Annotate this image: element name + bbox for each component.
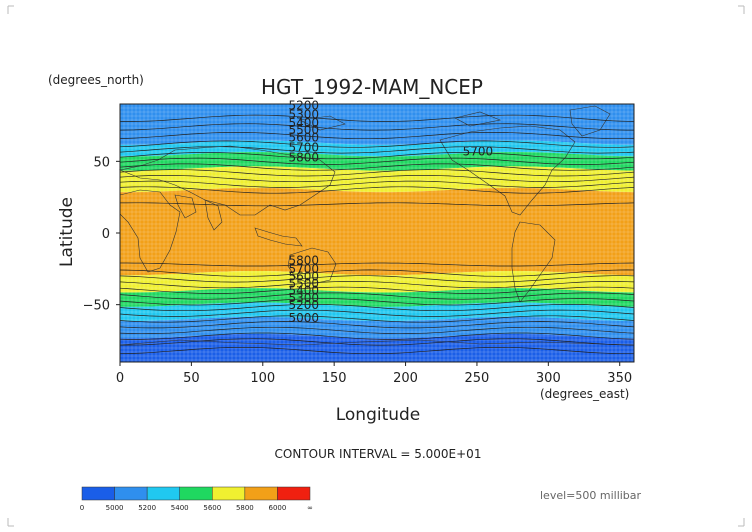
x-tick-label: 250	[465, 371, 490, 386]
x-ticks: 0 50 100 150 200 250 300 350	[116, 362, 632, 386]
contour-label: 5600	[288, 130, 319, 144]
y-tick-label: 50	[93, 155, 110, 170]
contour-label: 5800	[288, 254, 319, 268]
color-legend: 0 5000 5200 5400 5600 5800 6000 ∞	[80, 486, 313, 512]
coastlines	[118, 105, 635, 346]
contour-interval-text: CONTOUR INTERVAL = 5.000E+01	[275, 447, 482, 461]
legend-swatch	[179, 486, 213, 501]
contour-line	[119, 163, 635, 171]
contour-line	[119, 169, 635, 177]
x-tick-label: 300	[536, 371, 561, 386]
contour-line	[119, 157, 635, 165]
x-tick-label: 200	[393, 371, 418, 386]
contour-line	[119, 275, 635, 283]
contour-line	[119, 286, 635, 294]
height-band	[120, 334, 634, 362]
contour-label: 5300	[288, 291, 319, 305]
contour-label: 5000	[288, 311, 319, 325]
contour-label: 5300	[288, 107, 319, 121]
legend-label: 5200	[138, 504, 156, 512]
contour-line	[119, 332, 635, 340]
contour-label: 5200	[288, 298, 319, 312]
contour-line	[119, 180, 635, 188]
legend-swatch	[146, 486, 180, 501]
legend-swatch	[212, 486, 246, 501]
y-tick-label: 0	[102, 227, 110, 242]
x-tick-label: 150	[322, 371, 347, 386]
contour-label: 5200	[288, 99, 319, 113]
contour-label: 5700	[463, 145, 494, 159]
contour-line	[119, 269, 635, 277]
y-ticks: 50 0 −50	[83, 155, 120, 314]
legend-label: 5600	[203, 504, 221, 512]
height-band	[120, 152, 634, 171]
contour-line	[120, 202, 635, 207]
height-band	[120, 104, 634, 145]
contour-line	[119, 346, 634, 355]
contour-label: 5400	[288, 284, 319, 298]
x-tick-label: 50	[183, 371, 200, 386]
contour-label: 5700	[288, 262, 319, 276]
contour-line	[119, 186, 635, 194]
y-tick-label: −50	[83, 299, 110, 314]
x-tick-label: 350	[607, 371, 632, 386]
contour-line	[120, 114, 635, 122]
level-text: level=500 millibar	[540, 489, 642, 502]
legend-label: 5400	[171, 504, 189, 512]
legend-label: ∞	[307, 504, 313, 512]
contour-line	[119, 174, 635, 183]
height-bands	[120, 104, 634, 362]
contour-line	[119, 309, 635, 317]
contour-line	[119, 281, 635, 289]
plot-title: HGT_1992-MAM_NCEP	[261, 75, 483, 99]
legend-swatch	[81, 486, 115, 501]
contour-label: 5500	[288, 123, 319, 137]
y-axis-label: Latitude	[57, 197, 77, 267]
contour-line	[119, 146, 635, 154]
contour-label: 5800	[288, 150, 319, 164]
contour-line	[120, 262, 635, 267]
legend-swatch	[244, 486, 278, 501]
contour-line	[119, 315, 635, 323]
contour-line	[120, 338, 635, 346]
contour-label: 5400	[288, 116, 319, 130]
x-units-label: (degrees_east)	[540, 387, 629, 401]
legend-swatch	[114, 486, 148, 501]
contour-line	[119, 298, 635, 306]
y-units-label: (degrees_north)	[48, 73, 144, 87]
x-tick-label: 0	[116, 371, 124, 386]
height-band	[120, 140, 634, 157]
contour-line	[119, 131, 635, 140]
height-band	[120, 187, 634, 276]
legend-label: 5800	[236, 504, 254, 512]
contour-lines	[119, 114, 635, 355]
contour-label: 5700	[288, 140, 319, 154]
x-axis-label: Longitude	[336, 405, 421, 425]
x-tick-label: 100	[250, 371, 275, 386]
legend-label: 6000	[269, 504, 287, 512]
contour-line	[119, 140, 635, 148]
contour-line	[119, 123, 634, 131]
contour-line	[119, 152, 635, 160]
contour-line	[119, 303, 635, 312]
height-band	[120, 166, 634, 193]
contour-line	[119, 292, 635, 300]
contour-line	[119, 326, 635, 335]
contour-line	[119, 321, 635, 329]
legend-label: 0	[80, 504, 84, 512]
legend-swatch	[277, 486, 311, 501]
contour-label: 5600	[288, 269, 319, 283]
legend-label: 5000	[106, 504, 124, 512]
crop-marks	[7, 5, 745, 527]
contour-label: 5500	[288, 276, 319, 290]
